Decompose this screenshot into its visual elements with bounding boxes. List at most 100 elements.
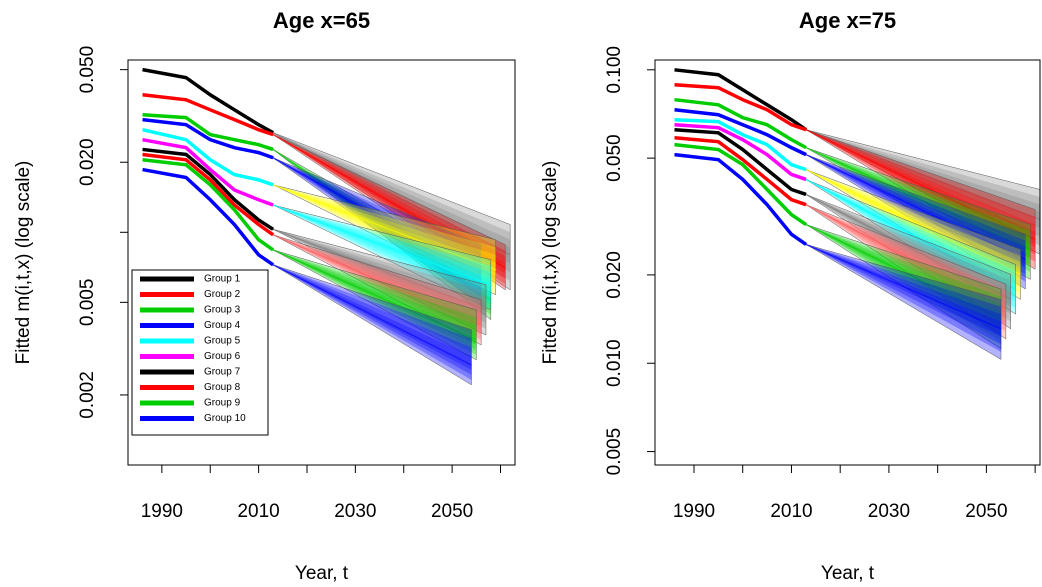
fan-band — [806, 147, 1031, 272]
fan-band — [273, 204, 491, 304]
history-line — [142, 93, 274, 137]
y-tick-label: 0.050 — [77, 46, 98, 94]
median-line — [272, 131, 511, 256]
x-tick-label: 2030 — [868, 501, 910, 522]
fan-band — [806, 129, 1036, 247]
history-line — [674, 68, 808, 132]
fan-band — [273, 184, 496, 283]
fan-band — [806, 244, 1002, 352]
fan-band — [273, 204, 491, 292]
x-axis-title: Year, t — [295, 563, 349, 584]
legend-label: Group 8 — [204, 382, 241, 393]
history-line — [142, 147, 275, 231]
fan-band — [273, 204, 491, 298]
chart-title: Age x=65 — [273, 8, 370, 33]
history-line — [674, 83, 807, 132]
fan-band — [806, 129, 1040, 237]
median-line — [805, 153, 1026, 261]
fan-band — [806, 204, 1006, 324]
legend-label: Group 6 — [204, 351, 241, 362]
fan-band — [806, 204, 1006, 317]
x-tick-label: 2050 — [965, 501, 1007, 522]
median-line — [805, 129, 1036, 241]
fan-band — [273, 249, 477, 355]
fan-band — [805, 204, 1007, 340]
fan-band — [273, 184, 496, 289]
y-tick-label: 0.020 — [604, 251, 625, 299]
median-line — [272, 234, 482, 326]
x-tick-label: 2010 — [237, 501, 279, 522]
history-line — [142, 167, 275, 267]
median-line — [805, 168, 1021, 275]
fan-band — [273, 157, 482, 283]
history-line — [142, 137, 274, 207]
fan-band — [805, 147, 1031, 280]
fan-band — [273, 229, 486, 323]
fan-band — [273, 184, 496, 277]
y-tick-label: 0.005 — [77, 279, 98, 327]
fan-band — [272, 264, 472, 386]
fan-band — [273, 134, 506, 274]
fan-band — [805, 169, 1021, 300]
fan-band — [806, 204, 1006, 332]
fan-band — [806, 179, 1016, 296]
x-tick-label: 2050 — [431, 501, 473, 522]
median-line — [805, 193, 1012, 301]
median-line — [272, 157, 482, 276]
fan-band — [806, 129, 1040, 229]
fan-band — [805, 179, 1016, 315]
median-line — [272, 184, 496, 271]
fan-band — [273, 184, 496, 296]
median-line — [805, 178, 1016, 290]
fan-band — [806, 129, 1036, 262]
fan-band — [805, 154, 1026, 290]
fan-band — [273, 264, 472, 380]
history-line — [142, 158, 275, 252]
plot-area — [674, 68, 1040, 360]
fan-band — [273, 249, 477, 361]
fan-band — [273, 229, 486, 317]
median-line — [272, 204, 492, 286]
median-line — [805, 243, 1002, 330]
fan-band — [806, 169, 1021, 287]
legend-label: Group 2 — [204, 289, 241, 300]
median-line — [272, 133, 506, 269]
plot-frame — [127, 59, 516, 466]
median-line — [272, 228, 487, 311]
fan-band — [273, 234, 482, 340]
legend-label: Group 3 — [204, 305, 241, 316]
chart-title: Age x=75 — [799, 8, 896, 33]
fan-band — [273, 234, 482, 330]
fan-band — [806, 244, 1002, 345]
history-line — [674, 122, 807, 182]
fan-band — [806, 169, 1021, 281]
fan-band — [273, 234, 482, 346]
fan-band — [273, 249, 477, 345]
history-line — [674, 127, 807, 197]
fan-band — [273, 249, 477, 350]
history-line — [142, 127, 274, 187]
history-line — [674, 97, 807, 150]
fan-band — [273, 234, 482, 335]
history-line — [674, 142, 808, 226]
legend-label: Group 10 — [204, 413, 246, 424]
legend-label: Group 9 — [204, 398, 241, 409]
fan-band — [273, 149, 491, 310]
fan-band — [273, 264, 472, 375]
y-tick-label: 0.002 — [77, 371, 98, 419]
fan-band — [805, 194, 1012, 330]
x-tick-label: 2010 — [770, 501, 812, 522]
legend-label: Group 4 — [204, 320, 241, 331]
history-line — [142, 152, 275, 237]
history-line — [142, 117, 274, 160]
x-tick-label: 1990 — [673, 501, 715, 522]
x-tick-label: 2030 — [334, 501, 376, 522]
fan-band — [806, 224, 1002, 342]
fan-band — [273, 132, 511, 282]
fan-band — [272, 132, 511, 291]
median-line — [805, 129, 1040, 221]
fan-band — [273, 264, 472, 370]
y-tick-label: 0.020 — [77, 138, 98, 186]
history-line — [674, 152, 808, 246]
